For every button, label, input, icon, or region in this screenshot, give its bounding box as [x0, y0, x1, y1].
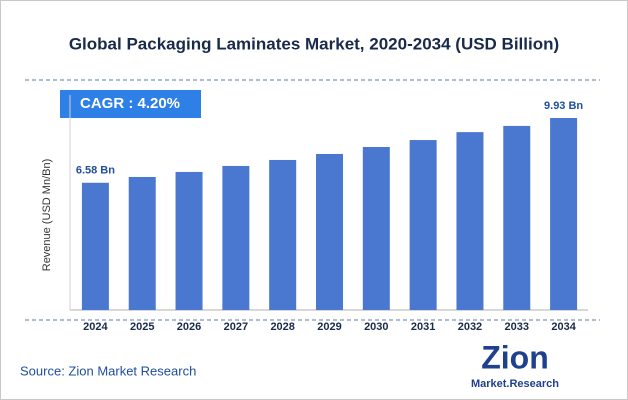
cagr-box: [60, 90, 201, 118]
data-label: 9.93 Bn: [544, 100, 583, 112]
logo-subtitle: Market.Research: [471, 378, 559, 390]
x-tick-label: 2025: [130, 321, 154, 333]
bar: [550, 118, 578, 310]
bar: [316, 153, 343, 310]
bar: [128, 176, 156, 310]
logo: Zion Market.Research: [471, 339, 559, 389]
x-tick-label: 2027: [224, 321, 248, 333]
x-tick-label: 2028: [270, 321, 294, 333]
x-tick-label: 2034: [551, 321, 576, 333]
x-tick-label: 2030: [364, 321, 388, 333]
bar: [362, 147, 390, 310]
bar: [222, 165, 250, 310]
x-tick-label: 2029: [317, 321, 341, 333]
bar: [269, 159, 297, 310]
x-tick-label: 2031: [411, 321, 435, 333]
source: Source: Zion Market Research: [20, 363, 196, 378]
x-tick-label: 2032: [458, 321, 482, 333]
logo-name: Zion: [481, 339, 549, 375]
bar: [81, 182, 109, 310]
bar: [409, 140, 437, 310]
bar: [456, 132, 484, 310]
bar: [503, 125, 531, 310]
x-tick-label: 2024: [83, 321, 108, 333]
bar: [175, 171, 203, 310]
cagr-label: CAGR : 4.20%: [80, 95, 180, 112]
x-tick-label: 2033: [505, 321, 529, 333]
y-axis-label: Revenue (USD Mn/Bn): [41, 159, 53, 272]
chart-title: Global Packaging Laminates Market, 2020-…: [69, 34, 559, 53]
x-tick-label: 2026: [177, 321, 201, 333]
data-label: 6.58 Bn: [76, 165, 115, 177]
